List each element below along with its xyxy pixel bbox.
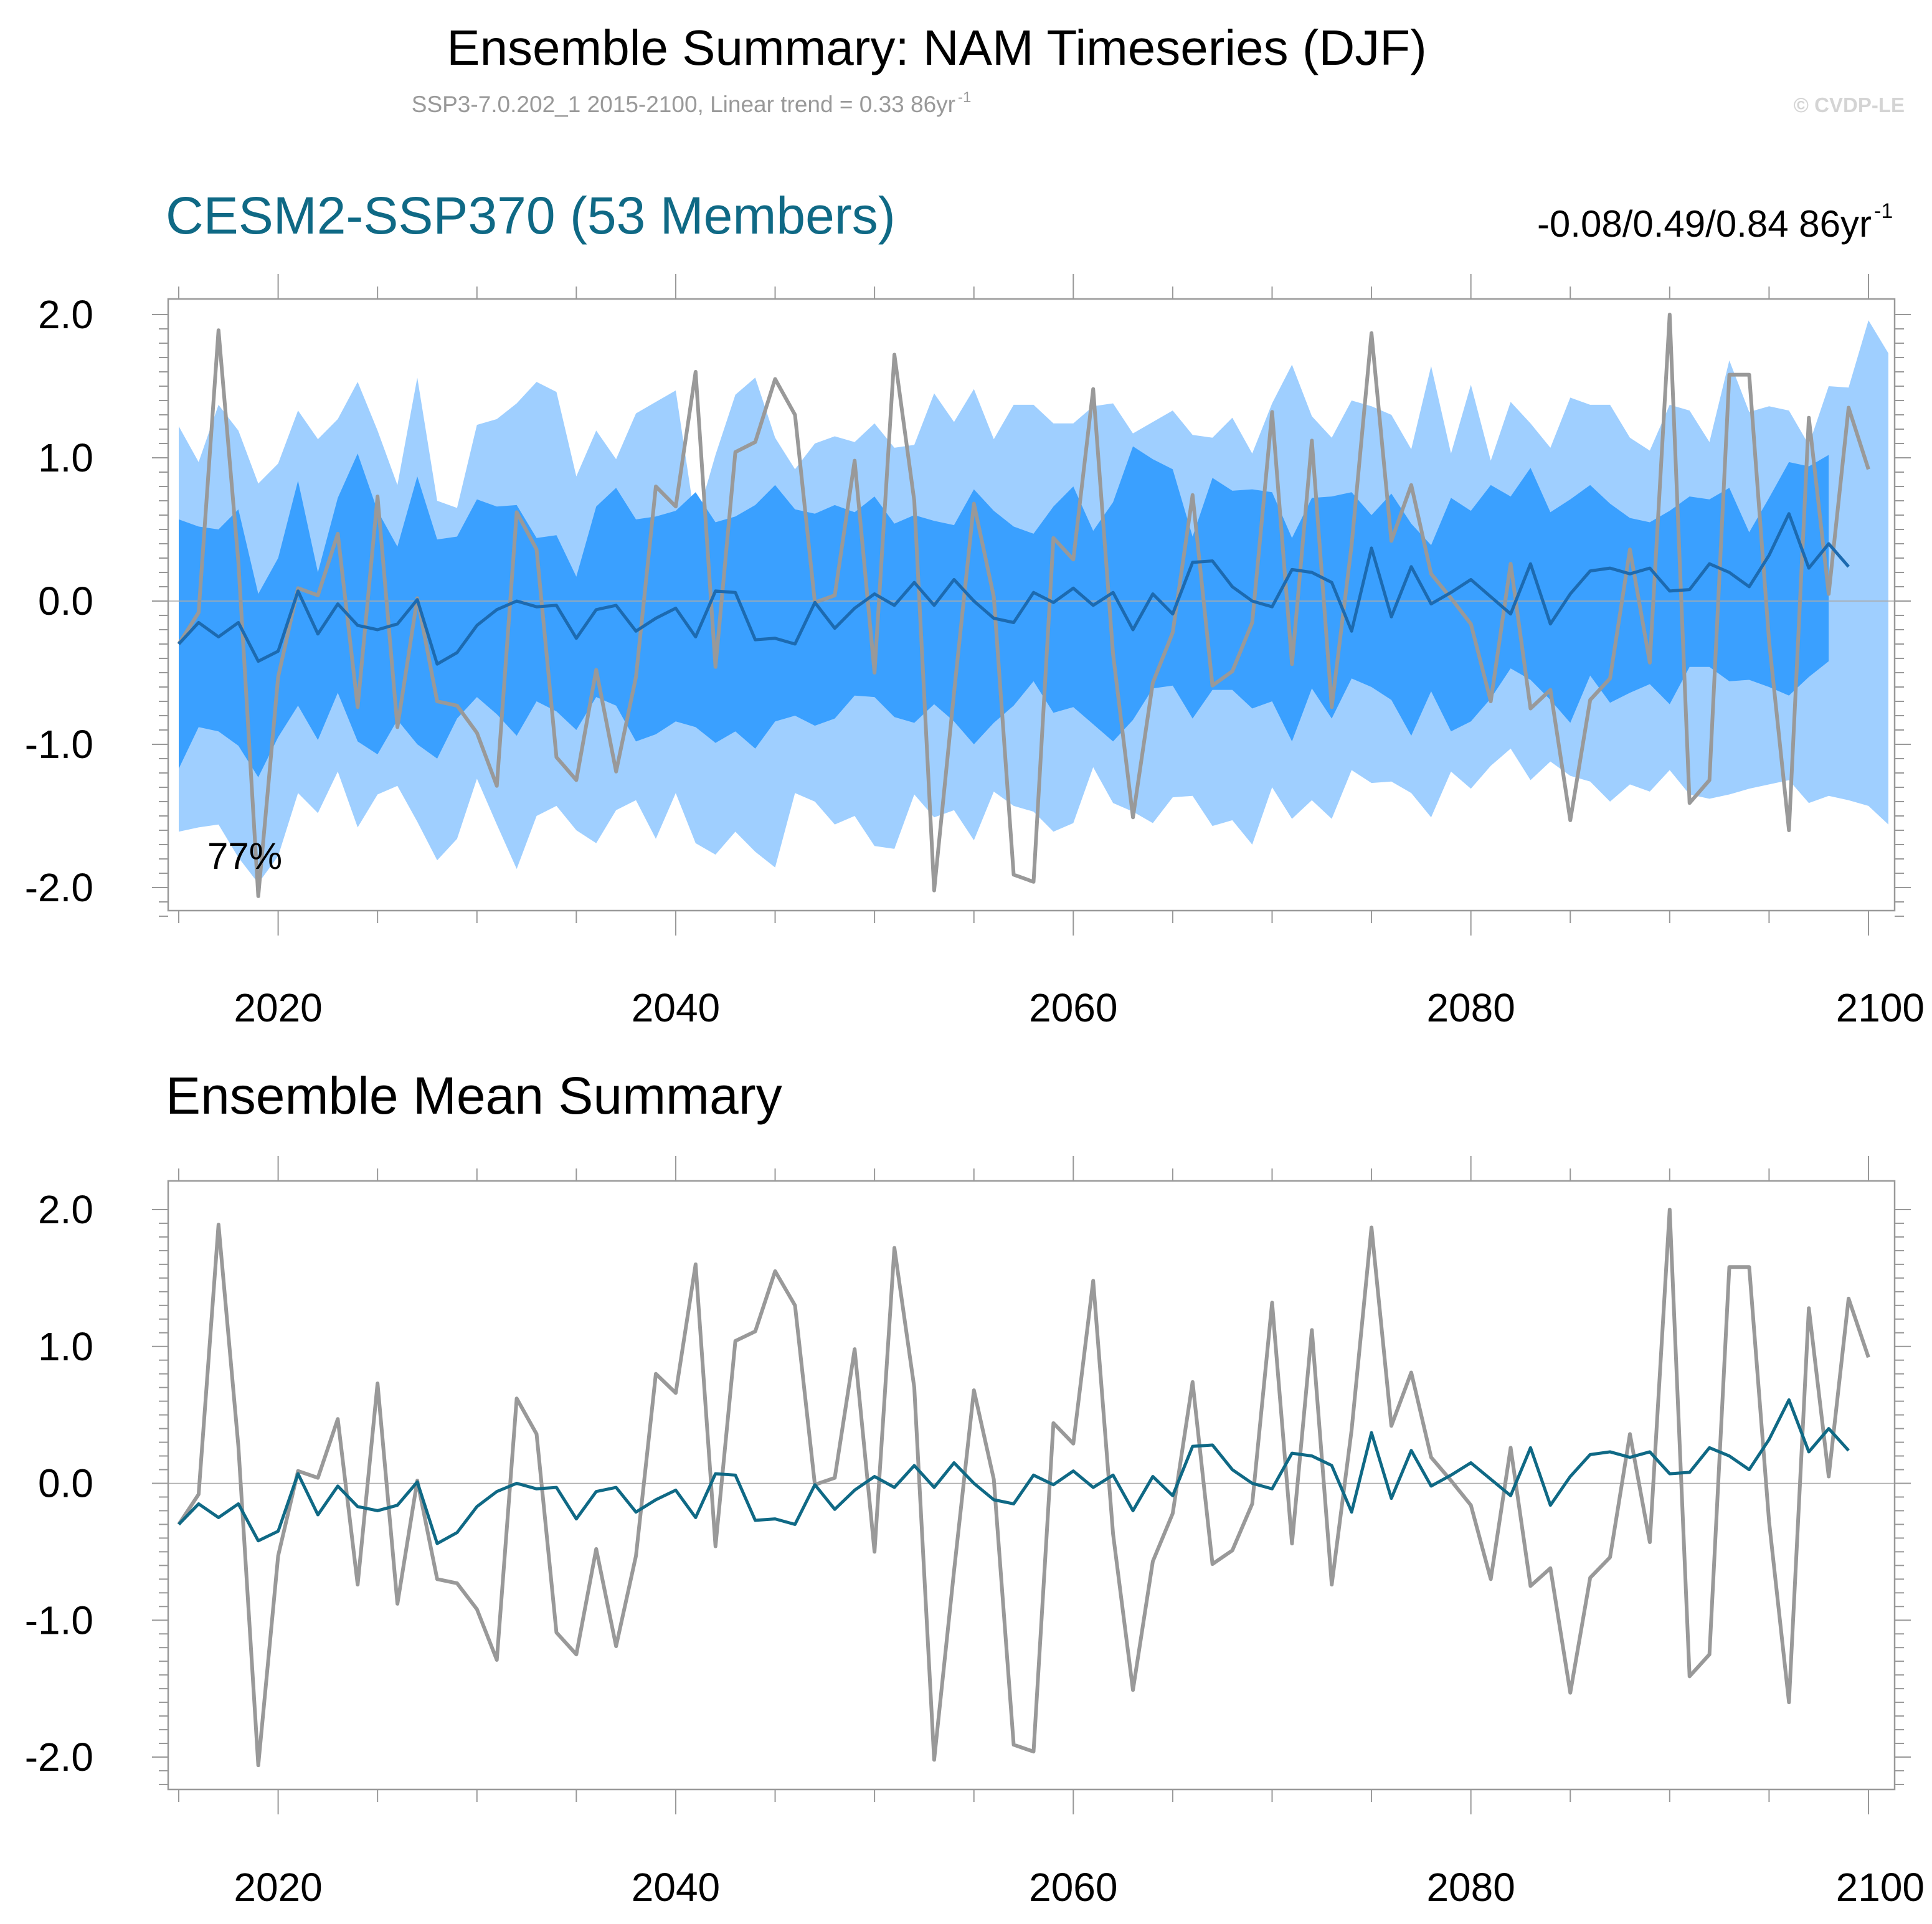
plot-clip-group [168,1208,1895,1768]
bottom-plot-area: 2.0 1.0 0.0 -1.0 -2.0 2020 2040 2060 2080 2100 [25,1156,1925,1910]
y-tick-label: -1.0 [25,1598,93,1642]
x-tick-label: 2020 [234,1865,322,1910]
y-tick-label: 1.0 [38,1324,93,1369]
panel-title-bottom: Ensemble Mean Summary [166,1066,782,1125]
trend-range-superscript: -1 [1874,199,1893,223]
x-tick-label: 2020 [234,985,322,1030]
x-tick-label: 2080 [1426,1865,1515,1910]
y-tick-label: -2.0 [25,1735,93,1779]
y-tick-label: -1.0 [25,722,93,767]
y-tick-label: 0.0 [38,1461,93,1506]
x-tick-label: 2100 [1836,1865,1925,1910]
y-tick-label: 0.0 [38,579,93,623]
plot-frame [167,1180,1896,1791]
trend-range-label: -0.08/0.49/0.84 86yr [1537,203,1872,245]
y-tick-label: 2.0 [38,292,93,337]
plot-frame [167,298,1896,912]
observed-series-line [177,313,1870,898]
ensemble-mean-line [178,1398,1850,1545]
panel-title-top: CESM2-SSP370 (53 Members) [166,186,896,245]
y-tick-label: 2.0 [38,1187,93,1232]
copyright-label: © CVDP-LE [1794,93,1905,116]
y-tick-label: -2.0 [25,865,93,910]
figure-subtitle-superscript: -1 [958,89,971,106]
ensemble-mean-panel: Ensemble Mean Summary 2.01.00.0-1.0-2.02… [25,1066,1925,1910]
x-tick-label: 2060 [1029,1865,1117,1910]
top-plot-area: 2.0 1.0 0.0 -1.0 -2.0 2020 2040 2060 2080 2100 [25,274,1925,1030]
x-tick-label: 2100 [1836,985,1925,1030]
ensemble-summary-panel: CESM2-SSP370 (53 Members) -0.08/0.49/0.8… [25,186,1925,1030]
observed-series-line [177,1208,1870,1768]
x-tick-label: 2080 [1426,985,1515,1030]
y-tick-label: 1.0 [38,435,93,480]
figure-title: Ensemble Summary: NAM Timeseries (DJF) [447,20,1427,75]
plot-clip-group [168,313,1895,898]
x-tick-label: 2060 [1029,985,1117,1030]
x-tick-label: 2040 [632,1865,720,1910]
percent-annotation: 77% [207,835,282,877]
figure-subtitle: SSP3-7.0.202_1 2015-2100, Linear trend =… [412,92,955,117]
ensemble-mean-line [178,512,1850,666]
x-tick-label: 2040 [632,985,720,1030]
